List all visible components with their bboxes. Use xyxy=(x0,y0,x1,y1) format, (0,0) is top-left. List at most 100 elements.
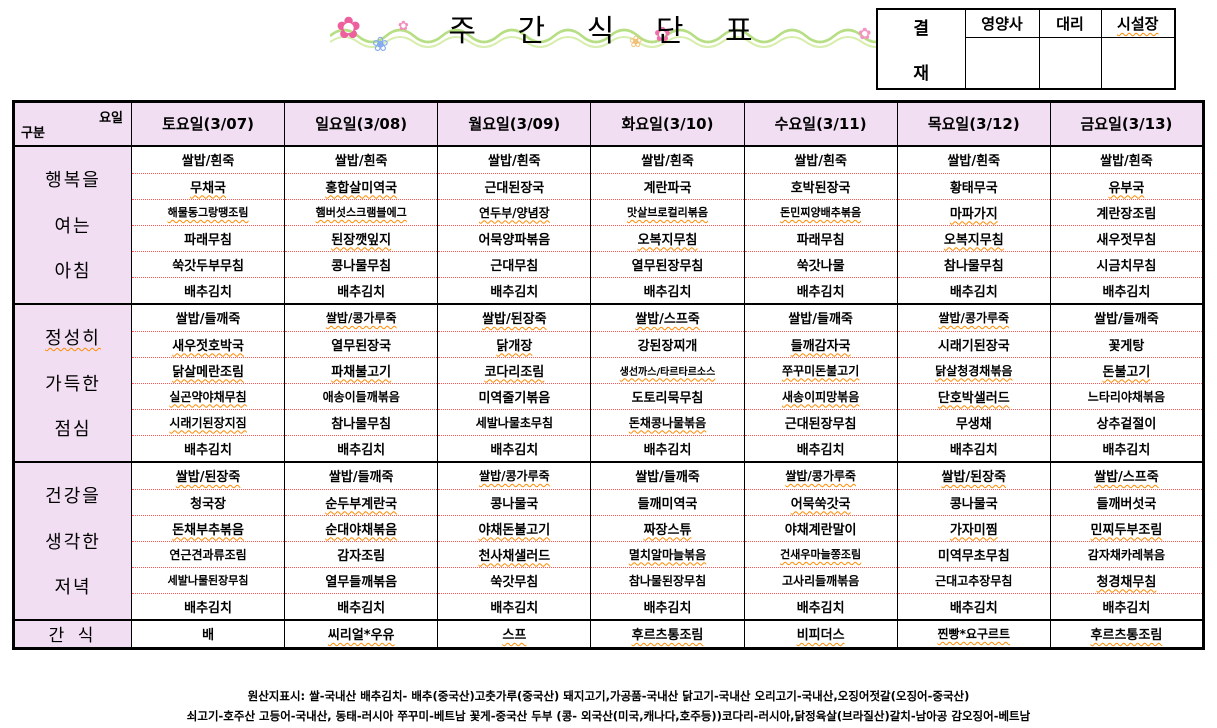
origin-footer-line-2: 쇠고기-호주산 고등어-국내산, 동태-러시아 쭈꾸미-베트남 꽃게-중국산 두… xyxy=(186,709,1031,724)
menu-item: 돈불고기 xyxy=(1050,356,1202,383)
snack-cell: 후르츠통조림 xyxy=(590,619,745,649)
menu-item: 참나물무침 xyxy=(285,408,438,435)
menu-item: 배추김치 xyxy=(897,592,1050,619)
meal-section-label-line: 아침 xyxy=(54,261,92,282)
menu-item: 쌀밥/흰죽 xyxy=(181,154,235,169)
menu-item: 애송이들깨볶음 xyxy=(285,382,438,409)
menu-item: 배추김치 xyxy=(1050,434,1202,461)
menu-item: 참나물무침 xyxy=(897,250,1050,277)
menu-item: 짜장스튜 xyxy=(591,514,744,541)
menu-item: 황태무국 xyxy=(897,172,1050,199)
origin-footer-line-1: 원산지표시: 쌀-국내산 배추김치- 배추(중국산)고춧가루(중국산) 돼지고기… xyxy=(247,689,970,703)
menu-item: 도토리묵무침 xyxy=(591,382,744,409)
menu-cell: 쌀밥/스프죽 강된장찌개 생선까스/타르타르소스 도토리묵무침 돈채콩나물볶음 배추김치 xyxy=(590,303,745,463)
snack-cell: 비피더스 xyxy=(743,619,898,649)
menu-item: 된장깻잎지 xyxy=(285,224,438,251)
menu-item: 돈채콩나물볶음 xyxy=(591,408,744,435)
approval-col-deputy: 대리 xyxy=(1038,8,1102,38)
menu-item: 쑥갓나물 xyxy=(744,250,897,277)
menu-cell: 쌀밥/흰죽 유부국 계란장조림 새우젓무침 시금치무침 배추김치 xyxy=(1049,145,1205,305)
meal-section-label-line: 정성히 xyxy=(45,328,101,349)
menu-item: 후르츠통조림 xyxy=(631,628,704,643)
menu-item: 쌀밥/콩가루죽 xyxy=(325,311,397,325)
day-header: 토요일(3/07) xyxy=(130,101,286,147)
menu-item: 시래기된장국 xyxy=(897,330,1050,357)
menu-item: 닭살청경채볶음 xyxy=(897,356,1050,383)
menu-item: 가자미찜 xyxy=(897,514,1050,541)
meal-section-label-line: 행복을 xyxy=(45,170,101,191)
menu-cell: 쌀밥/들깨죽 순두부계란국 순대야채볶음 감자조림 열무들깨볶음 배추김치 xyxy=(284,461,439,621)
menu-cell: 쌀밥/된장죽 청국장 돈채부추볶음 연근견과류조림 세발나물된장무침 배추김치 xyxy=(130,461,286,621)
menu-cell: 쌀밥/들깨죽 새우젓호박국 닭살메란조림 실곤약야채무침 시래기된장지짐 배추김치 xyxy=(130,303,286,463)
menu-item: 쌀밥/흰죽 xyxy=(794,154,847,169)
menu-item: 배추김치 xyxy=(1050,276,1202,303)
menu-item: 새우젓무침 xyxy=(1050,224,1202,251)
menu-item: 씨리얼*우유 xyxy=(327,628,395,643)
menu-item: 맛살브로컬리볶음 xyxy=(591,198,744,225)
day-header-row: 요일 구분 토요일(3/07) 일요일(3/08) 월요일(3/09) 화요일(3/1… xyxy=(13,101,1205,147)
menu-item: 쌀밥/콩가루죽 xyxy=(785,469,856,483)
menu-item: 쌀밥/스프죽 xyxy=(1094,470,1159,485)
menu-item: 쌀밥/된장죽 xyxy=(175,470,241,485)
menu-cell: 쌀밥/된장죽 콩나물국 가자미찜 미역무초무침 근대고추장무침 배추김치 xyxy=(896,461,1051,621)
day-header: 목요일(3/12) xyxy=(896,101,1051,147)
menu-item: 쌀밥/들깨죽 xyxy=(175,312,241,327)
menu-item: 햄버섯스크램블에그 xyxy=(285,198,438,225)
menu-item: 배추김치 xyxy=(591,276,744,303)
menu-cell: 쌀밥/흰죽 계란파국 맛살브로컬리볶음 오복지무침 열무된장무침 배추김치 xyxy=(590,145,745,305)
menu-item: 새송이피망볶음 xyxy=(744,382,897,409)
menu-cell: 쌀밥/흰죽 호박된장국 돈민찌양배추볶음 파래무침 쑥갓나물 배추김치 xyxy=(743,145,898,305)
menu-item: 감자조림 xyxy=(285,540,438,567)
meal-section-label-line: 점심 xyxy=(54,419,92,440)
menu-cell: 쌀밥/콩가루죽 어묵쑥갓국 야채계란말이 건새우마늘쫑조림 고사리들깨볶음 배추김치 xyxy=(743,461,898,621)
menu-item: 참나물된장무침 xyxy=(591,566,744,593)
menu-item: 배추김치 xyxy=(285,276,438,303)
menu-cell: 쌀밥/스프죽 들깨버섯국 민찌두부조림 감자채카레볶음 청경채무침 배추김치 xyxy=(1049,461,1205,621)
menu-item: 닭살메란조림 xyxy=(132,356,285,383)
menu-item: 열무된장국 xyxy=(285,330,438,357)
menu-item: 배추김치 xyxy=(132,276,285,303)
day-header: 수요일(3/11) xyxy=(743,101,898,147)
menu-item: 콩나물국 xyxy=(897,488,1050,515)
menu-item: 야채계란말이 xyxy=(744,514,897,541)
menu-item: 돈민찌양배추볶음 xyxy=(744,198,897,225)
menu-item: 배추김치 xyxy=(744,592,897,619)
menu-item: 생선까스/타르타르소스 xyxy=(591,356,744,383)
menu-item: 배추김치 xyxy=(1050,592,1202,619)
menu-item: 배추김치 xyxy=(744,434,897,461)
menu-item: 배추김치 xyxy=(591,592,744,619)
corner-day-label: 요일 xyxy=(99,111,123,126)
menu-item: 열무된장무침 xyxy=(591,250,744,277)
menu-cell: 쌀밥/흰죽 무채국 해물동그랑땡조림 파래무침 쑥갓두부무침 배추김치 xyxy=(130,145,286,305)
menu-item: 강된장찌개 xyxy=(591,330,744,357)
snack-cell: 후르츠통조림 xyxy=(1049,619,1205,649)
menu-item: 찐빵*요구르트 xyxy=(937,627,1011,641)
menu-cell: 쌀밥/된장죽 닭개장 코다리조림 미역줄기볶음 세발나물초무침 배추김치 xyxy=(437,303,592,463)
meal-section-label-line: 저녁 xyxy=(54,577,92,598)
menu-item: 근대무침 xyxy=(438,250,591,277)
menu-item: 닭개장 xyxy=(438,330,591,357)
menu-item: 배 xyxy=(202,628,215,643)
menu-item: 파채불고기 xyxy=(285,356,438,383)
menu-item: 미역무초무침 xyxy=(897,540,1050,567)
menu-item: 천사채샐러드 xyxy=(438,540,591,567)
meal-section-row: 건강을 생각한 저녁 쌀밥/된장죽 청국장 돈채부추볶음 연근견과류조림 세발나물된장무침 배추… xyxy=(13,461,1205,621)
menu-item: 계란파국 xyxy=(591,172,744,199)
meal-section-row: 정성히 가득한 점심 쌀밥/들깨죽 새우젓호박국 닭살메란조림 실곤약야채무침 시래기된장지짐… xyxy=(13,303,1205,463)
menu-item: 미역줄기볶음 xyxy=(438,382,591,409)
menu-item: 쌀밥/들깨죽 xyxy=(328,470,394,485)
meal-section-label-line: 생각한 xyxy=(45,531,101,553)
menu-item: 들깨버섯국 xyxy=(1050,488,1202,515)
menu-item: 청국장 xyxy=(132,488,285,515)
day-header: 일요일(3/08) xyxy=(284,101,439,147)
menu-item: 스프 xyxy=(502,628,527,643)
snack-row: 간 식 배 씨리얼*우유 스프 후르츠통조림 비피더스 찐빵*요구르트 후르츠통조림 xyxy=(13,619,1205,649)
approval-col-facility-head: 시설장 xyxy=(1100,8,1176,38)
meal-section-label-line: 건강을 xyxy=(45,486,101,507)
menu-item: 배추김치 xyxy=(285,434,438,461)
menu-item: 쌀밥/콩가루죽 xyxy=(938,311,1010,325)
menu-item: 쌀밥/흰죽 xyxy=(334,154,388,169)
